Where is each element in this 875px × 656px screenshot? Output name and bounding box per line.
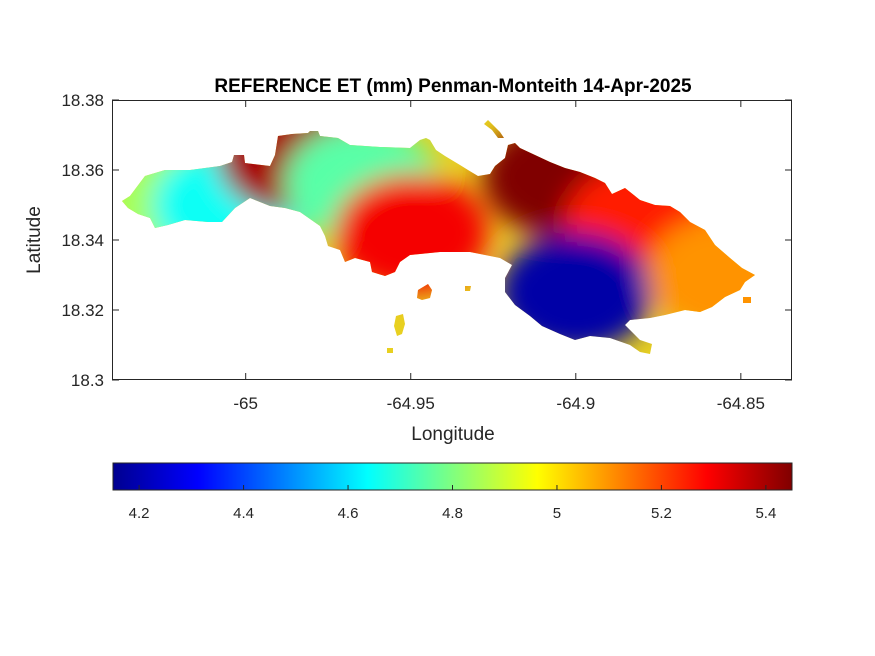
map-layer — [122, 120, 755, 354]
y-tick-label: 18.34 — [61, 231, 104, 250]
colorbar-tick-label: 5 — [553, 505, 561, 522]
value-field — [122, 120, 755, 352]
y-axis: 18.3 18.32 18.34 18.36 18.38 — [61, 91, 792, 390]
x-tick-label: -64.95 — [387, 394, 435, 413]
x-axis-label: Longitude — [411, 424, 494, 445]
x-axis: -65 -64.95 -64.9 -64.85 — [233, 100, 765, 413]
colorbar-tick-label: 4.2 — [129, 505, 150, 522]
x-tick-label: -65 — [233, 394, 258, 413]
x-tick-label: -64.85 — [717, 394, 765, 413]
colorbar-tick-label: 5.2 — [651, 505, 672, 522]
colorbar-tick-label: 4.4 — [233, 505, 254, 522]
y-axis-label: Latitude — [24, 206, 45, 274]
y-tick-label: 18.38 — [61, 91, 104, 110]
y-tick-label: 18.32 — [61, 301, 104, 320]
y-tick-label: 18.3 — [71, 371, 104, 390]
region-southeast-basin — [498, 233, 654, 352]
region-east-tip — [647, 215, 755, 335]
colorbar-ticks: 4.2 4.4 4.6 4.8 5 5.2 5.4 — [129, 485, 776, 522]
x-tick-label: -64.9 — [556, 394, 595, 413]
colorbar-tick-label: 4.8 — [442, 505, 463, 522]
colorbar-tick-label: 4.6 — [338, 505, 359, 522]
chart-title: REFERENCE ET (mm) Penman-Monteith 14-Apr… — [214, 76, 692, 97]
region-central-south — [333, 173, 488, 293]
y-tick-label: 18.36 — [61, 161, 104, 180]
colorbar-tick-label: 5.4 — [755, 505, 776, 522]
